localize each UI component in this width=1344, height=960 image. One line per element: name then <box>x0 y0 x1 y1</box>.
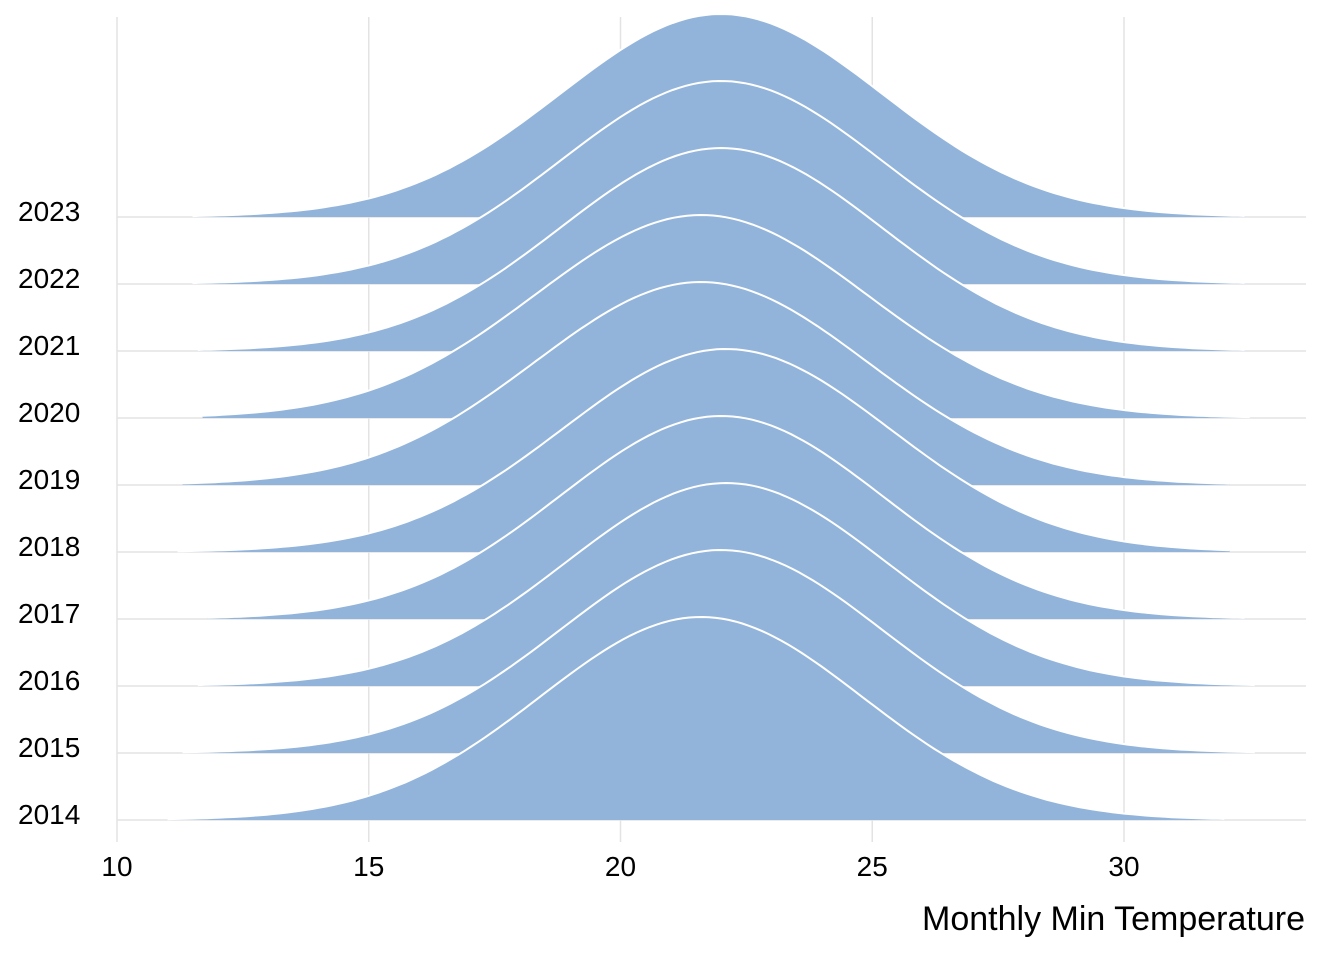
y-tick-label: 2015 <box>18 732 80 763</box>
ridge-outline-2014 <box>167 615 1225 821</box>
x-tick-label: 30 <box>1108 851 1139 882</box>
ridge-outline-2022 <box>192 79 1245 285</box>
ridge-outline-2015 <box>182 548 1255 754</box>
ridge-outline-2021 <box>197 146 1245 351</box>
x-tick-label: 20 <box>605 851 636 882</box>
ridge-outline-2017 <box>207 414 1245 619</box>
ridge-outline-2023 <box>192 12 1245 218</box>
y-tick-label: 2014 <box>18 799 80 830</box>
x-tick-labels: 10 15 20 25 30 <box>101 851 1139 882</box>
y-tick-label: 2022 <box>18 263 80 294</box>
y-tick-label: 2017 <box>18 598 80 629</box>
ridge-area-2014 <box>167 617 1225 820</box>
ridge-outline-2018 <box>177 347 1230 553</box>
y-tick-label: 2016 <box>18 665 80 696</box>
y-tick-label: 2019 <box>18 464 80 495</box>
y-tick-label: 2020 <box>18 397 80 428</box>
x-axis-title: Monthly Min Temperature <box>922 900 1305 938</box>
x-tick-label: 25 <box>857 851 888 882</box>
y-tick-label: 2018 <box>18 531 80 562</box>
x-tick-label: 15 <box>353 851 384 882</box>
ridge-series <box>167 12 1255 821</box>
y-tick-labels: 2014 2015 2016 2017 2018 2019 2020 2021 2022 2023 <box>18 196 80 830</box>
y-tick-label: 2023 <box>18 196 80 227</box>
x-tick-label: 10 <box>101 851 132 882</box>
ridge-outline-2020 <box>202 213 1250 419</box>
y-tick-label: 2021 <box>18 330 80 361</box>
ridge-outline-2016 <box>197 481 1255 687</box>
ridge-outline-2019 <box>182 280 1230 485</box>
